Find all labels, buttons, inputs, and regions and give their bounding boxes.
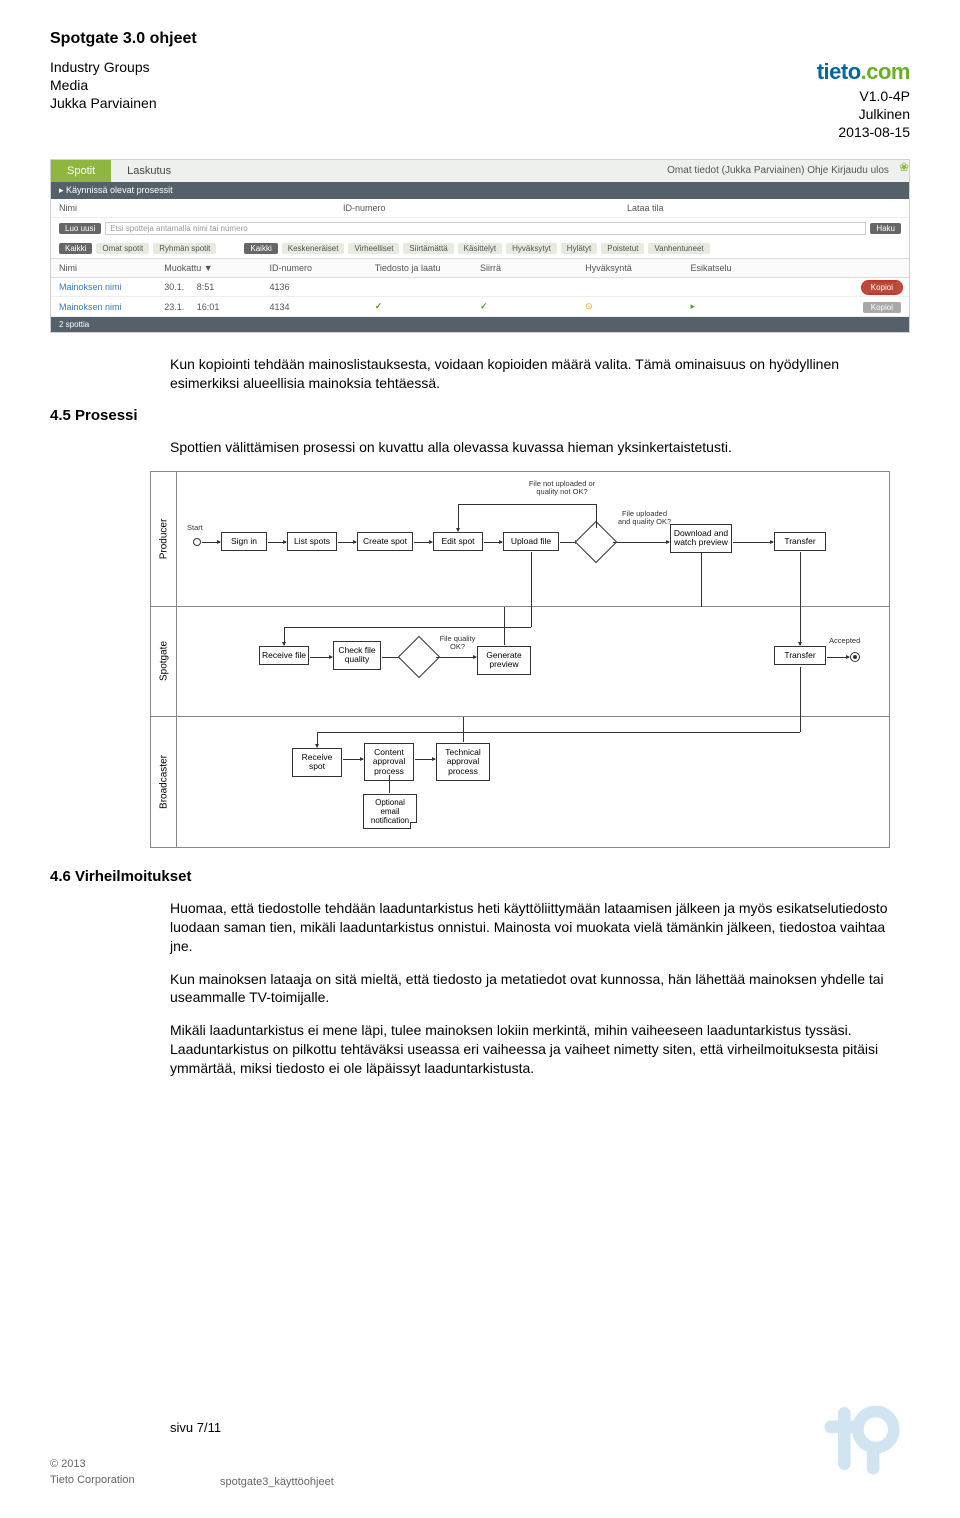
tieto-watermark-icon: [820, 1398, 910, 1488]
flow-box: Receive spot: [292, 748, 342, 777]
corp-name: Tieto Corporation: [50, 1473, 221, 1488]
play-icon[interactable]: ▸: [691, 301, 796, 312]
col-label: ID-numero: [343, 203, 617, 213]
flow-box: Technical approval process: [436, 743, 490, 781]
section-heading: 4.6 Virheilmoitukset: [50, 868, 910, 885]
page-number: sivu 7/11: [170, 1419, 221, 1437]
process-flowchart: Producer Start Sign in List spots Create…: [150, 471, 890, 848]
flow-end: [850, 652, 860, 662]
check-icon: ✓: [480, 301, 585, 312]
filter-pill[interactable]: Omat spotit: [96, 243, 149, 254]
row-count: 2 spottia: [51, 317, 909, 332]
flow-box: Edit spot: [433, 532, 483, 551]
paragraph: Kun kopiointi tehdään mainoslistauksesta…: [170, 355, 910, 393]
table-header: Nimi Muokattu ▼ ID-numero Tiedosto ja la…: [51, 258, 909, 278]
paragraph: Kun mainoksen lataaja on sitä mieltä, et…: [170, 970, 910, 1008]
status-pill[interactable]: Vanhentuneet: [648, 243, 709, 254]
flow-box: Download and watch preview: [670, 524, 732, 553]
check-icon: ✓: [375, 301, 480, 312]
tieto-logo: tieto.com: [817, 58, 910, 87]
lane-label: Broadcaster: [158, 755, 169, 809]
flow-box: List spots: [287, 532, 337, 551]
paragraph: Huomaa, että tiedostolle tehdään laadunt…: [170, 899, 910, 956]
flow-note: Optional email notification: [363, 794, 417, 829]
app-screenshot: Spotit Laskutus Omat tiedot (Jukka Parvi…: [50, 159, 910, 333]
row-name[interactable]: Mainoksen nimi: [59, 282, 164, 292]
filename: spotgate3_käyttöohjeet: [220, 1476, 334, 1488]
subnav: ▸ Käynnissä olevat prosessit: [51, 182, 909, 199]
table-row: Mainoksen nimi 23.1. 16:01 4134 ✓ ✓ ⊙ ▸ …: [51, 297, 909, 317]
lane-label: Producer: [158, 519, 169, 560]
flow-label: File uploaded and quality OK?: [617, 510, 672, 526]
meta-line: Media: [50, 76, 157, 94]
user-menu[interactable]: Omat tiedot (Jukka Parviainen) Ohje Kirj…: [657, 160, 899, 182]
paragraph: Mikäli laaduntarkistus ei mene läpi, tul…: [170, 1021, 910, 1078]
flow-box: Upload file: [503, 532, 559, 551]
meta-line: V1.0-4P: [817, 87, 910, 105]
flow-decision: [398, 636, 440, 678]
status-pill[interactable]: Kaikki: [244, 243, 277, 254]
lane-label: Spotgate: [158, 641, 169, 681]
flow-box: Receive file: [259, 646, 309, 665]
pending-icon: ⊙: [585, 301, 690, 312]
doc-title: Spotgate 3.0 ohjeet: [50, 30, 910, 48]
status-pill[interactable]: Siirtämättä: [403, 243, 453, 254]
meta-line: Julkinen: [817, 105, 910, 123]
status-pill[interactable]: Poistetut: [601, 243, 644, 254]
status-pill[interactable]: Hylätyt: [561, 243, 597, 254]
flow-box: Sign in: [221, 532, 267, 551]
section-heading: 4.5 Prosessi: [50, 407, 910, 424]
col-label: Lataa tila: [627, 203, 901, 213]
flow-box: Transfer: [774, 532, 826, 551]
copyright: © 2013: [50, 1457, 221, 1472]
row-name[interactable]: Mainoksen nimi: [59, 302, 164, 312]
table-row: Mainoksen nimi 30.1. 8:51 4136 Kopioi: [51, 278, 909, 297]
page-footer: sivu 7/11 © 2013 Tieto Corporation spotg…: [50, 1398, 910, 1488]
paragraph: Spottien välittämisen prosessi on kuvatt…: [170, 438, 910, 457]
tab-laskutus[interactable]: Laskutus: [111, 160, 187, 182]
filter-pill[interactable]: Ryhmän spotit: [153, 243, 216, 254]
flow-box: Transfer: [774, 646, 826, 665]
doc-header: Industry Groups Media Jukka Parviainen t…: [50, 58, 910, 141]
flow-box: Check file quality: [333, 641, 381, 670]
status-pill[interactable]: Keskeneräiset: [282, 243, 345, 254]
meta-line: Jukka Parviainen: [50, 94, 157, 112]
search-button[interactable]: Haku: [870, 223, 901, 234]
flow-label: File quality OK?: [435, 635, 480, 651]
status-pill[interactable]: Virheelliset: [348, 243, 399, 254]
flow-start: [193, 538, 201, 546]
status-pill[interactable]: Käsittelyt: [458, 243, 502, 254]
search-input[interactable]: Etsi spotteja antamalla nimi tai numero: [105, 222, 866, 235]
tab-spotit[interactable]: Spotit: [51, 160, 111, 182]
flow-box: Create spot: [357, 532, 413, 551]
status-pill[interactable]: Hyväksytyt: [506, 243, 557, 254]
new-button[interactable]: Luo uusi: [59, 223, 101, 234]
flow-box: Generate preview: [477, 646, 531, 675]
flow-start-label: Start: [187, 524, 203, 532]
copy-button[interactable]: Kopioi: [863, 302, 901, 313]
flow-label: File not uploaded or quality not OK?: [527, 480, 597, 496]
filter-pill[interactable]: Kaikki: [59, 243, 92, 254]
col-label: Nimi: [59, 203, 333, 213]
meta-line: Industry Groups: [50, 58, 157, 76]
copy-button[interactable]: Kopioi: [863, 282, 901, 293]
leaf-icon: ❀: [899, 160, 909, 182]
meta-line: 2013-08-15: [817, 123, 910, 141]
flow-label: Accepted: [829, 637, 860, 645]
